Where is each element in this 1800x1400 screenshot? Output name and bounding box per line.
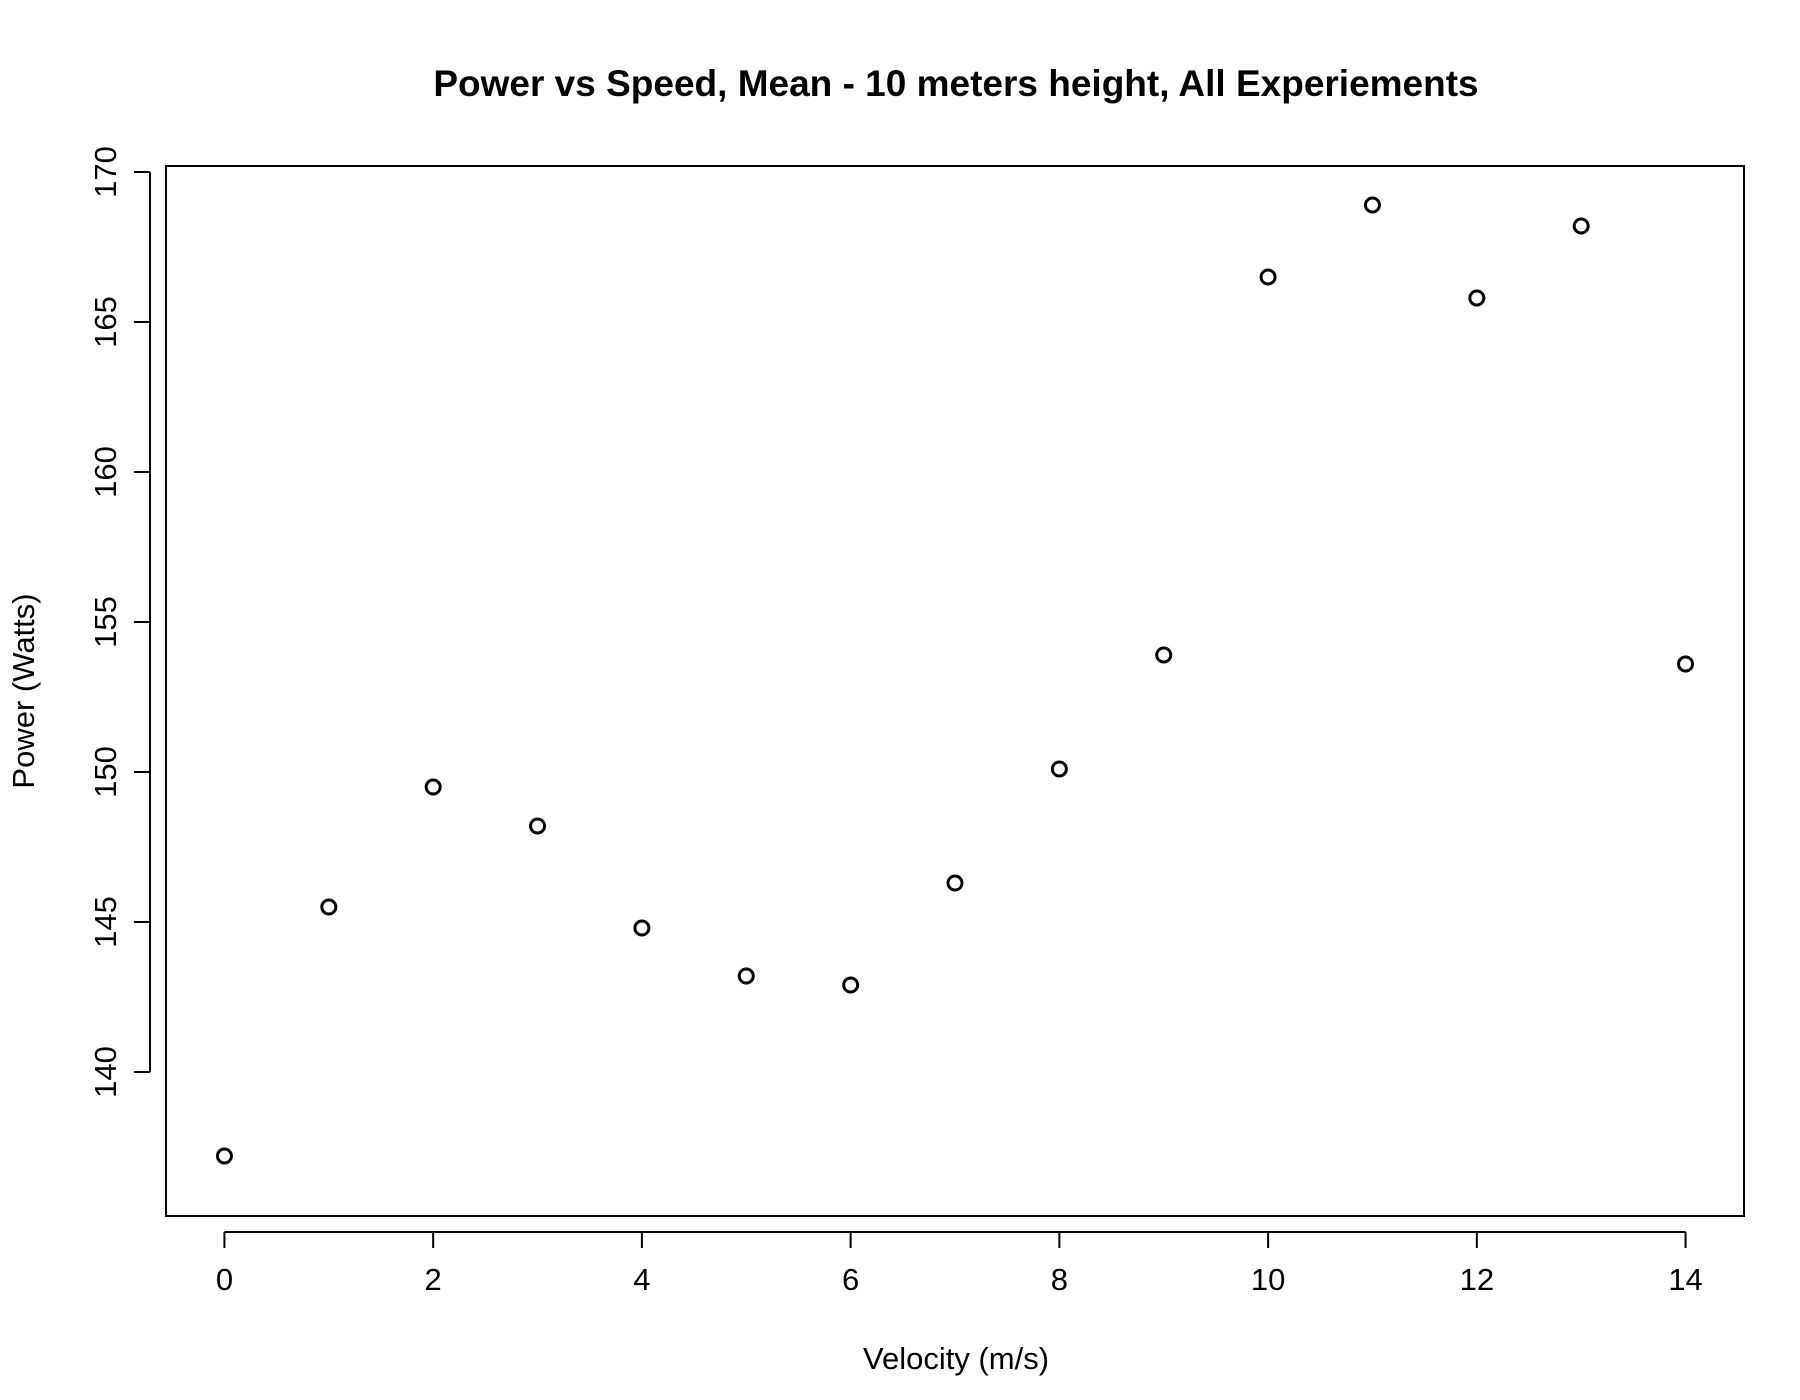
data-point [946, 874, 964, 892]
y-tick-label: 170 [88, 146, 123, 198]
x-tick-label: 4 [633, 1262, 650, 1297]
x-tick-label: 10 [1251, 1262, 1285, 1297]
y-axis-label: Power (Watts) [6, 593, 41, 788]
plot-area-frame [165, 165, 1745, 1217]
y-tick-label: 150 [88, 746, 123, 798]
x-axis-label: Velocity (m/s) [863, 1341, 1049, 1376]
data-point [1468, 289, 1486, 307]
data-point [842, 976, 860, 994]
x-tick-label: 12 [1460, 1262, 1494, 1297]
y-tick-label: 145 [88, 896, 123, 948]
y-tick-label: 140 [88, 1046, 123, 1098]
x-axis: 0 2 4 6 8 10 12 14 [216, 1231, 1703, 1297]
x-tick-label: 8 [1051, 1262, 1068, 1297]
x-tick-label: 0 [216, 1262, 233, 1297]
y-tick-label: 160 [88, 446, 123, 498]
data-point [424, 778, 442, 796]
data-point [320, 898, 338, 916]
x-tick-label: 14 [1668, 1262, 1702, 1297]
data-point [1572, 217, 1590, 235]
x-tick-label: 2 [425, 1262, 442, 1297]
data-point [737, 967, 755, 985]
x-tick-label: 6 [842, 1262, 859, 1297]
data-point [1677, 655, 1695, 673]
data-point [633, 919, 651, 937]
data-point [1050, 760, 1068, 778]
data-point [529, 817, 547, 835]
data-points [215, 196, 1695, 1165]
data-point [1259, 268, 1277, 286]
data-point [1155, 646, 1173, 664]
data-point [1363, 196, 1381, 214]
chart-title: Power vs Speed, Mean - 10 meters height,… [433, 63, 1478, 104]
data-point [215, 1147, 233, 1165]
y-axis: 140 145 150 155 160 165 170 [88, 146, 151, 1098]
y-tick-label: 155 [88, 596, 123, 648]
y-tick-label: 165 [88, 296, 123, 348]
